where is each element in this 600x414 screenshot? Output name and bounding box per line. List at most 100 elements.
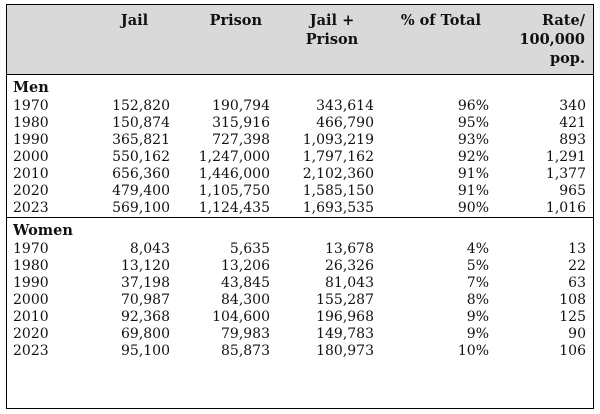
jail-cell: 37,198 [121, 275, 170, 291]
prison-cell: 1,124,435 [198, 200, 270, 216]
header-jail-plus-prison: Jail + Prison [270, 5, 374, 75]
pct-cell: 93% [457, 132, 489, 148]
year-cell: 2010 [13, 309, 49, 325]
table-row: 2020 69,800 79,983 149,783 9% 90 [7, 326, 593, 343]
header-rate-line1: Rate/ [542, 12, 585, 29]
section-label: Men [13, 79, 49, 96]
table-row: 1980 150,874 315,916 466,790 95% 421 [7, 115, 593, 132]
pct-cell: 8% [466, 292, 489, 308]
rate-cell: 1,016 [545, 200, 586, 216]
pct-cell: 4% [466, 241, 489, 257]
header-prison: Prison [170, 5, 270, 75]
total-cell: 81,043 [325, 275, 374, 291]
table-row: 1970 8,043 5,635 13,678 4% 13 [7, 241, 593, 258]
prison-cell: 104,600 [212, 309, 270, 325]
year-cell: 2010 [13, 166, 49, 182]
section-row: Women [7, 217, 593, 241]
jail-cell: 69,800 [121, 326, 170, 342]
rate-cell: 965 [559, 183, 586, 199]
table-row: 2000 70,987 84,300 155,287 8% 108 [7, 292, 593, 309]
header-jail-plus-prison-line1: Jail + [309, 12, 355, 29]
table-row: 2010 656,360 1,446,000 2,102,360 91% 1,377 [7, 166, 593, 183]
total-cell: 196,968 [316, 309, 374, 325]
section-row: Men [7, 75, 593, 99]
rate-cell: 421 [559, 115, 586, 131]
total-cell: 13,678 [325, 241, 374, 257]
year-cell: 1980 [13, 115, 49, 131]
jail-cell: 656,360 [112, 166, 170, 182]
table-row: 2000 550,162 1,247,000 1,797,162 92% 1,291 [7, 149, 593, 166]
total-cell: 155,287 [316, 292, 374, 308]
incarceration-table-frame: Jail Prison Jail + Prison % of Total Rat… [6, 4, 594, 409]
prison-cell: 43,845 [221, 275, 270, 291]
total-cell: 1,797,162 [302, 149, 374, 165]
year-cell: 1970 [13, 241, 49, 257]
jail-cell: 95,100 [121, 343, 170, 359]
total-cell: 2,102,360 [302, 166, 374, 182]
pct-cell: 91% [457, 166, 489, 182]
year-cell: 1990 [13, 132, 49, 148]
prison-cell: 190,794 [212, 98, 270, 114]
jail-cell: 70,987 [121, 292, 170, 308]
table-body: Men 1970 152,820 190,794 343,614 96% 340 1980 15… [7, 75, 593, 361]
year-cell: 2000 [13, 292, 49, 308]
header-blank [7, 5, 85, 75]
year-cell: 1990 [13, 275, 49, 291]
rate-cell: 1,377 [545, 166, 586, 182]
pct-cell: 9% [466, 309, 489, 325]
table-row: 1970 152,820 190,794 343,614 96% 340 [7, 98, 593, 115]
rate-cell: 63 [568, 275, 586, 291]
jail-cell: 13,120 [121, 258, 170, 274]
table-row: 2010 92,368 104,600 196,968 9% 125 [7, 309, 593, 326]
header-row: Jail Prison Jail + Prison % of Total Rat… [7, 5, 593, 75]
rate-cell: 108 [559, 292, 586, 308]
jail-cell: 479,400 [112, 183, 170, 199]
prison-cell: 13,206 [221, 258, 270, 274]
table-row: 1990 37,198 43,845 81,043 7% 63 [7, 275, 593, 292]
year-cell: 2020 [13, 183, 49, 199]
rate-cell: 340 [559, 98, 586, 114]
total-cell: 180,973 [316, 343, 374, 359]
rate-cell: 13 [568, 241, 586, 257]
prison-cell: 1,446,000 [198, 166, 270, 182]
pct-cell: 90% [457, 200, 489, 216]
header-rate-line2: 100,000 [519, 31, 585, 48]
prison-cell: 85,873 [221, 343, 270, 359]
rate-cell: 893 [559, 132, 586, 148]
prison-cell: 84,300 [221, 292, 270, 308]
rate-cell: 125 [559, 309, 586, 325]
rate-cell: 1,291 [545, 149, 586, 165]
header-jail: Jail [85, 5, 170, 75]
jail-cell: 152,820 [112, 98, 170, 114]
total-cell: 343,614 [316, 98, 374, 114]
jail-cell: 92,368 [121, 309, 170, 325]
jail-cell: 8,043 [129, 241, 170, 257]
year-cell: 2023 [13, 200, 49, 216]
rate-cell: 22 [568, 258, 586, 274]
pct-cell: 5% [466, 258, 489, 274]
table-row: 1980 13,120 13,206 26,326 5% 22 [7, 258, 593, 275]
pct-cell: 9% [466, 326, 489, 342]
table-row: 2023 95,100 85,873 180,973 10% 106 [7, 343, 593, 360]
table-header: Jail Prison Jail + Prison % of Total Rat… [7, 5, 593, 75]
jail-cell: 150,874 [112, 115, 170, 131]
pct-cell: 91% [457, 183, 489, 199]
header-rate: Rate/ 100,000 pop. [489, 5, 593, 75]
total-cell: 1,093,219 [302, 132, 374, 148]
total-cell: 26,326 [325, 258, 374, 274]
prison-cell: 315,916 [212, 115, 270, 131]
total-cell: 466,790 [316, 115, 374, 131]
prison-cell: 727,398 [212, 132, 270, 148]
total-cell: 149,783 [316, 326, 374, 342]
total-cell: 1,585,150 [302, 183, 374, 199]
table-row: 2020 479,400 1,105,750 1,585,150 91% 965 [7, 183, 593, 200]
rate-cell: 106 [559, 343, 586, 359]
year-cell: 1980 [13, 258, 49, 274]
prison-cell: 1,105,750 [198, 183, 270, 199]
table-row: 2023 569,100 1,124,435 1,693,535 90% 1,016 [7, 200, 593, 218]
year-cell: 1970 [13, 98, 49, 114]
rate-cell: 90 [568, 326, 586, 342]
pct-cell: 96% [457, 98, 489, 114]
header-rate-line3: pop. [550, 50, 585, 67]
jail-cell: 550,162 [112, 149, 170, 165]
